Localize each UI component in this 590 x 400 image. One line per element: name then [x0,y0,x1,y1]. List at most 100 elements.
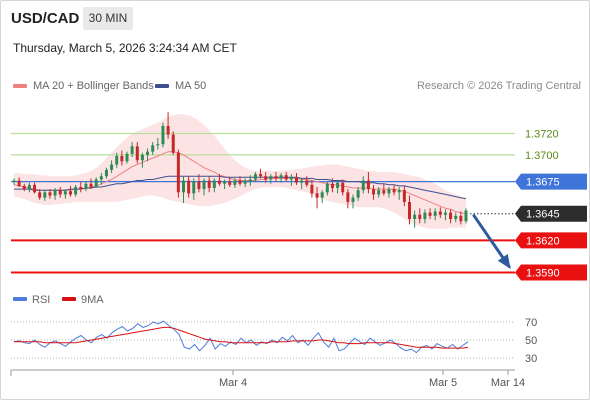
candle-body [207,180,211,189]
research-credit: Research © 2026 Trading Central [416,80,581,92]
candle-body [187,180,191,194]
candle-body [408,201,411,220]
candle-body [279,175,283,179]
candle-body [382,190,386,194]
candle-body [84,183,88,190]
candle-body [356,190,360,198]
candle-body [130,146,134,154]
candle-body [295,177,298,183]
rsi-ma-line [14,326,469,349]
candle-body [454,215,458,220]
support-level-label-box [515,232,587,249]
candle-body [243,181,247,184]
support-level-label: 1.3620 [526,235,560,247]
candle-body [428,212,432,216]
candle-body [341,182,345,193]
candle-body [166,126,170,135]
candle-body [43,192,47,198]
candle-body [284,175,288,180]
x-tick-label: Mar 5 [429,377,457,389]
candle-body [212,180,216,189]
last-price-label-box [515,205,587,222]
forecast-arrow-head [497,254,511,269]
support-level-label-box [515,264,587,281]
candle-body [238,180,242,184]
candle-body [325,183,329,193]
candle-body [300,180,304,183]
candle-body [110,164,114,170]
candle-body [423,212,427,220]
timeframe-badge[interactable]: 30 MIN [83,7,133,30]
candle-body [161,126,165,145]
resistance-level-label: 1.3720 [525,129,559,141]
candle-body [459,215,463,222]
candle-body [94,179,98,187]
candle-body [217,180,221,184]
candle-body [171,134,175,153]
candle-body [438,211,442,215]
rsi-tick-label: 30 [525,353,537,365]
candle-body [53,190,57,196]
candle-body [74,186,78,195]
candle-body [310,184,314,194]
candle-body [125,153,129,162]
last-price-label: 1.3645 [526,209,560,221]
candle-body [413,214,417,220]
candle-body [269,176,273,180]
candle-body [22,185,26,190]
candle-body [63,191,67,195]
candle-body [397,190,401,193]
currency-pair-title: USD/CAD [11,10,80,27]
candle-body [12,180,16,182]
candle-body [223,181,227,184]
candle-body [17,180,21,186]
candles [12,112,468,228]
candle-body [182,180,185,193]
candle-body [433,211,437,216]
candle-body [156,144,160,146]
candle-body [33,184,37,193]
pivot-level-label-box [515,173,587,190]
candle-body [135,146,139,161]
candle-body [259,174,263,177]
candle-body [449,212,453,220]
candle-body [464,210,468,222]
candle-body [330,183,334,189]
candle-body [315,193,319,198]
candle-body [253,174,257,180]
ma20-swatch [13,84,27,88]
candle-body [264,176,268,180]
rsi-tick-label: 70 [525,317,537,329]
candle-body [79,186,83,190]
candle-body [366,180,370,190]
x-tick-label: Mar 4 [219,377,247,389]
candle-body [197,181,201,190]
legend-ma50-label: MA 50 [175,80,207,92]
candle-body [115,155,119,165]
rsi-ma-legend-label: 9MA [81,294,104,306]
candle-body [151,145,155,152]
x-tick-label: Mar 14 [491,377,525,389]
candle-body [228,181,232,185]
candle-body [176,152,180,193]
candle-body [104,169,108,177]
candle-body [336,182,340,189]
candle-body [289,177,293,180]
candle-body [146,151,150,155]
candle-body [27,184,31,190]
legend-ma20: MA 20 + Bollinger Bands [13,80,154,92]
bollinger-band [14,114,466,229]
candle-body [192,181,196,194]
candle-body [351,197,355,202]
rsi-tick-label: 50 [525,335,537,347]
resistance-level-label: 1.3700 [525,150,559,162]
candle-body [69,191,72,195]
candle-body [38,192,42,198]
candle-body [120,155,124,162]
chart-datetime: Thursday, March 5, 2026 3:24:34 AM CET [13,41,237,55]
candle-body [372,189,376,195]
candle-body [443,212,447,215]
candle-body [140,154,144,161]
candle-body [274,176,278,179]
support-level-label: 1.3590 [526,268,560,280]
